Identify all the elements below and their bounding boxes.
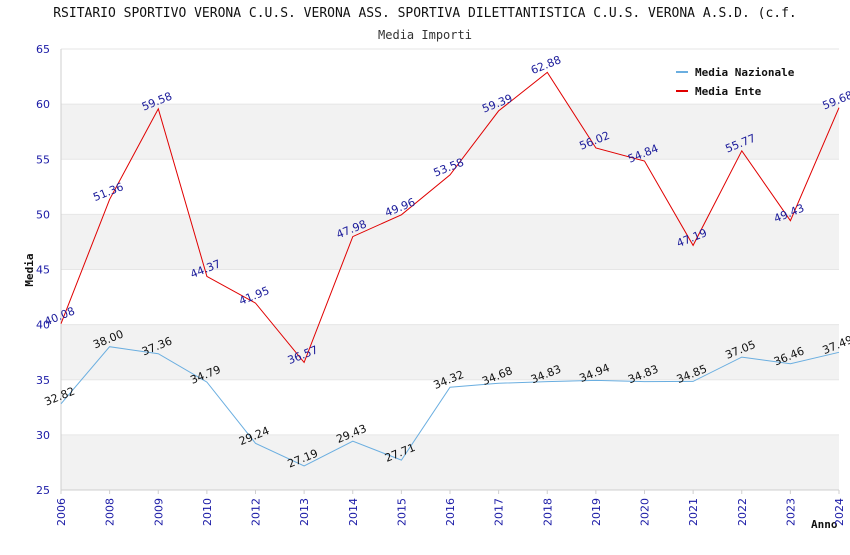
y-tick-label: 30 bbox=[36, 429, 50, 442]
grid-band bbox=[61, 324, 839, 380]
x-tick-label: 2021 bbox=[687, 498, 700, 526]
x-tick-label: 2012 bbox=[250, 498, 263, 526]
y-tick-label: 50 bbox=[36, 208, 50, 221]
x-tick-label: 2016 bbox=[444, 498, 457, 526]
grid-band bbox=[61, 379, 839, 435]
x-tick-label: 2009 bbox=[152, 498, 165, 526]
x-tick-label: 2010 bbox=[201, 498, 214, 526]
x-tick-label: 2014 bbox=[347, 498, 360, 526]
y-axis-label: Media bbox=[23, 253, 36, 286]
x-axis-label: Anno bbox=[811, 518, 838, 531]
y-tick-label: 45 bbox=[36, 264, 50, 277]
legend-box bbox=[669, 60, 809, 102]
x-tick-label: 2008 bbox=[104, 498, 117, 526]
legend-entry: Media Nazionale bbox=[695, 66, 795, 79]
chart-title: RSITARIO SPORTIVO VERONA C.U.S. VERONA A… bbox=[53, 6, 797, 21]
series-line-media-ente bbox=[60, 71, 840, 364]
x-tick-label: 2018 bbox=[541, 498, 554, 526]
x-tick-label: 2024 bbox=[833, 498, 846, 526]
x-tick-label: 2022 bbox=[736, 498, 749, 526]
legend: Media Nazionale Media Ente bbox=[669, 60, 809, 102]
series-line-media-nazionale bbox=[60, 346, 840, 467]
legend-entry: Media Ente bbox=[695, 85, 762, 98]
x-tick-label: 2006 bbox=[55, 498, 68, 526]
y-tick-label: 40 bbox=[36, 319, 50, 332]
grid-band bbox=[61, 214, 839, 270]
x-tick-label: 2015 bbox=[395, 498, 408, 526]
y-tick-label: 65 bbox=[36, 43, 50, 56]
x-tick-label: 2023 bbox=[784, 498, 797, 526]
x-tick-label: 2013 bbox=[298, 498, 311, 526]
x-tick-label: 2020 bbox=[639, 498, 652, 526]
grid-band bbox=[61, 159, 839, 215]
grid-band bbox=[61, 104, 839, 160]
y-tick-label: 60 bbox=[36, 98, 50, 111]
x-tick-label: 2019 bbox=[590, 498, 603, 526]
grid-band bbox=[61, 269, 839, 325]
y-tick-label: 35 bbox=[36, 374, 50, 387]
y-tick-label: 25 bbox=[36, 484, 50, 497]
x-tick-label: 2017 bbox=[493, 498, 506, 526]
grid-band bbox=[61, 434, 839, 490]
chart-subtitle: Media Importi bbox=[378, 28, 472, 42]
y-tick-label: 55 bbox=[36, 153, 50, 166]
